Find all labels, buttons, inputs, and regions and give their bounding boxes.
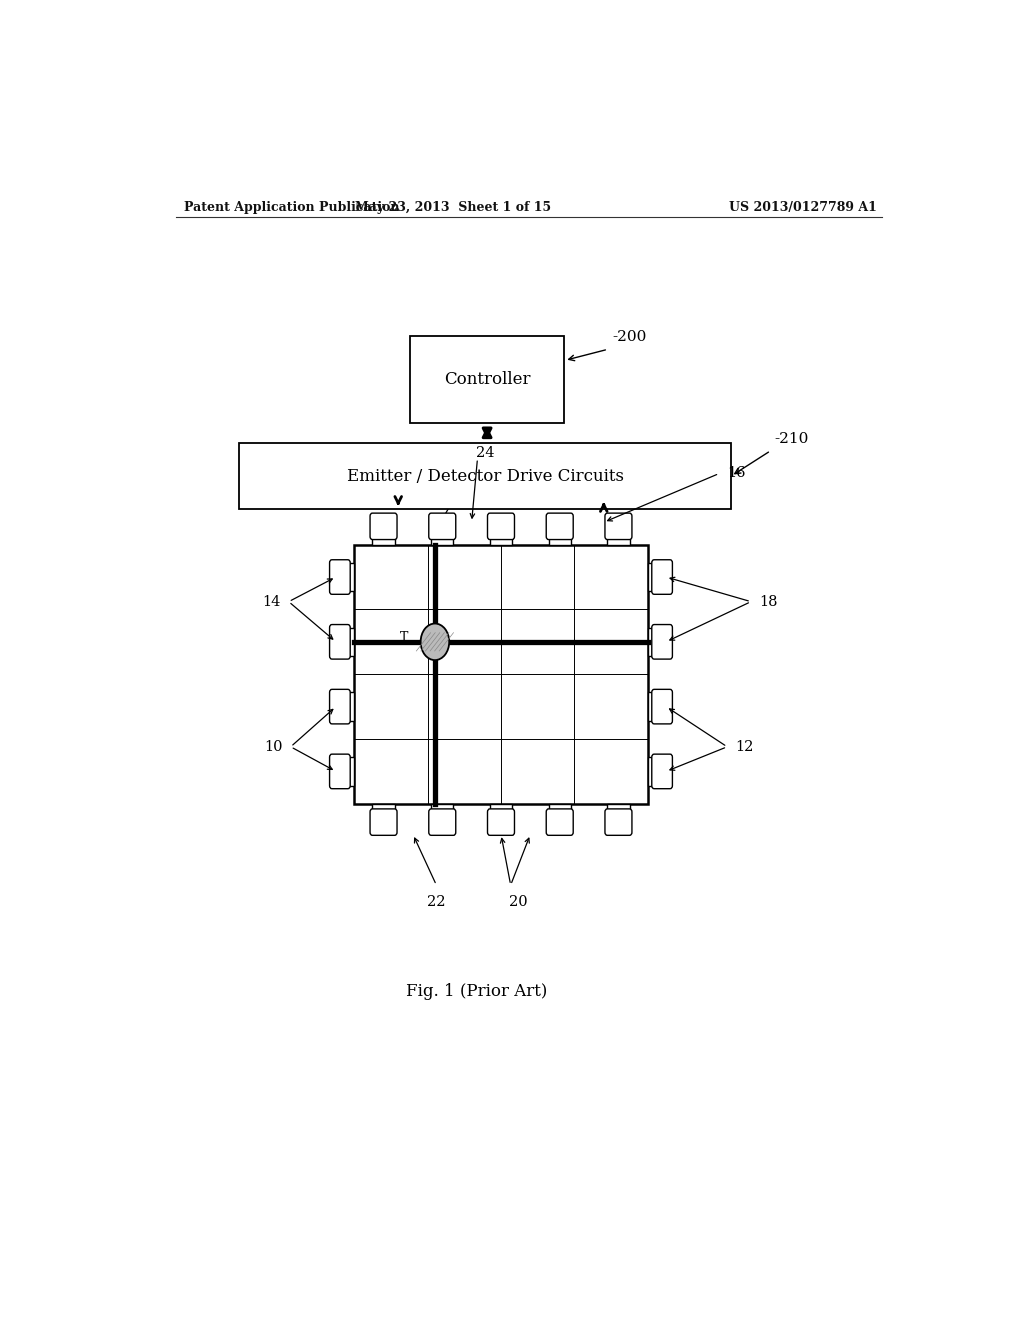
- Bar: [354, 545, 648, 804]
- FancyBboxPatch shape: [330, 560, 350, 594]
- Circle shape: [421, 623, 450, 660]
- Bar: [410, 337, 564, 422]
- Text: 12: 12: [735, 739, 754, 754]
- Text: Fig. 1 (Prior Art): Fig. 1 (Prior Art): [407, 983, 548, 1001]
- Text: 10: 10: [264, 739, 283, 754]
- Text: 20: 20: [509, 895, 528, 909]
- Bar: [648, 693, 654, 721]
- Bar: [240, 444, 731, 510]
- Text: Controller: Controller: [443, 371, 530, 388]
- Bar: [373, 804, 394, 812]
- Bar: [648, 758, 654, 785]
- Bar: [373, 536, 394, 545]
- Bar: [648, 562, 654, 591]
- Text: 14: 14: [262, 594, 281, 609]
- FancyBboxPatch shape: [546, 809, 573, 836]
- Text: 16: 16: [727, 466, 745, 480]
- Text: Emitter / Detector Drive Circuits: Emitter / Detector Drive Circuits: [346, 467, 624, 484]
- Bar: [489, 536, 512, 545]
- Bar: [348, 562, 354, 591]
- FancyBboxPatch shape: [652, 560, 673, 594]
- Bar: [431, 536, 454, 545]
- Bar: [549, 804, 570, 812]
- Text: 24: 24: [476, 446, 495, 461]
- FancyBboxPatch shape: [546, 513, 573, 540]
- Bar: [348, 758, 354, 785]
- Text: May 23, 2013  Sheet 1 of 15: May 23, 2013 Sheet 1 of 15: [355, 201, 552, 214]
- Bar: [607, 536, 630, 545]
- FancyBboxPatch shape: [330, 624, 350, 659]
- Text: US 2013/0127789 A1: US 2013/0127789 A1: [729, 201, 877, 214]
- FancyBboxPatch shape: [652, 624, 673, 659]
- Bar: [431, 804, 454, 812]
- Text: -210: -210: [775, 432, 809, 446]
- Text: Patent Application Publication: Patent Application Publication: [183, 201, 399, 214]
- Bar: [348, 693, 354, 721]
- Bar: [489, 804, 512, 812]
- FancyBboxPatch shape: [605, 809, 632, 836]
- Text: T: T: [400, 631, 409, 644]
- Text: 22: 22: [427, 895, 445, 909]
- Bar: [348, 627, 354, 656]
- FancyBboxPatch shape: [330, 754, 350, 788]
- FancyBboxPatch shape: [330, 689, 350, 723]
- FancyBboxPatch shape: [652, 689, 673, 723]
- FancyBboxPatch shape: [605, 513, 632, 540]
- Text: 18: 18: [759, 594, 777, 609]
- FancyBboxPatch shape: [652, 754, 673, 788]
- FancyBboxPatch shape: [487, 809, 514, 836]
- FancyBboxPatch shape: [487, 513, 514, 540]
- FancyBboxPatch shape: [429, 809, 456, 836]
- Bar: [648, 627, 654, 656]
- Text: -200: -200: [612, 330, 646, 345]
- Bar: [549, 536, 570, 545]
- Bar: [607, 804, 630, 812]
- FancyBboxPatch shape: [370, 513, 397, 540]
- FancyBboxPatch shape: [370, 809, 397, 836]
- FancyBboxPatch shape: [429, 513, 456, 540]
